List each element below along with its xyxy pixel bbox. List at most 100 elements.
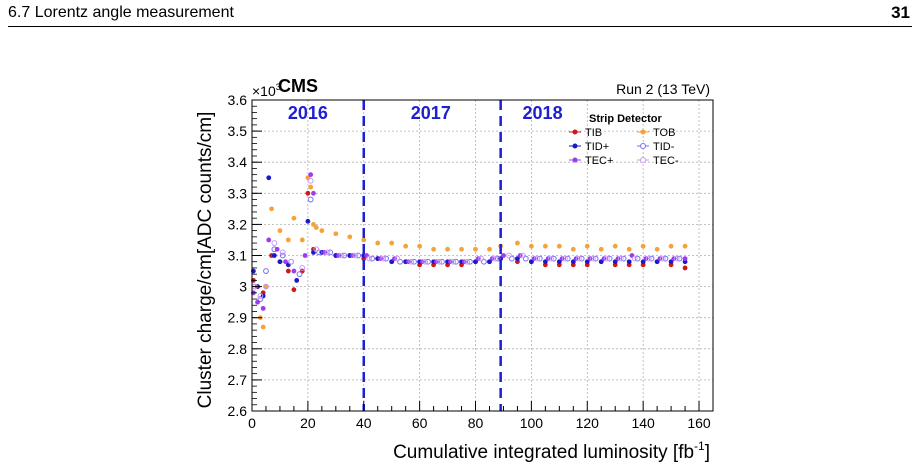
data-point bbox=[556, 259, 562, 265]
series-tid-minusplus bbox=[250, 175, 688, 299]
data-point bbox=[634, 255, 641, 262]
data-point bbox=[383, 255, 390, 262]
data-point bbox=[522, 255, 529, 262]
x-axis-label-superscript: -1 bbox=[694, 439, 705, 453]
data-point bbox=[369, 255, 376, 262]
data-point bbox=[271, 253, 277, 258]
series-tec-minus bbox=[251, 177, 680, 299]
data-point bbox=[324, 249, 331, 256]
data-point bbox=[598, 246, 604, 252]
data-point bbox=[478, 255, 485, 262]
data-point bbox=[263, 284, 269, 289]
data-point bbox=[311, 190, 316, 196]
data-point bbox=[542, 243, 548, 249]
data-point bbox=[617, 255, 624, 262]
series-tib bbox=[250, 190, 688, 296]
legend-entries: TIB TOB TID+ TID- TEC+ TEC- bbox=[569, 127, 679, 167]
data-point bbox=[311, 249, 316, 255]
data-point bbox=[668, 243, 674, 249]
data-point bbox=[645, 255, 652, 262]
x-tick-label: 0 bbox=[248, 415, 256, 431]
data-point bbox=[542, 259, 548, 265]
x-tick-label: 20 bbox=[300, 415, 316, 431]
data-point bbox=[480, 258, 487, 265]
data-point bbox=[394, 255, 401, 262]
data-point bbox=[294, 277, 300, 283]
data-point bbox=[333, 231, 339, 237]
data-point bbox=[487, 259, 492, 265]
data-point bbox=[285, 237, 291, 243]
year-label: 2016 bbox=[288, 103, 328, 123]
legend-marker bbox=[640, 129, 646, 135]
data-point bbox=[296, 271, 303, 278]
legend-entry-0: TIB bbox=[569, 127, 602, 139]
x-tick-label: 100 bbox=[520, 415, 544, 431]
data-point bbox=[266, 175, 272, 181]
data-point bbox=[534, 255, 540, 262]
data-point bbox=[564, 255, 571, 262]
data-point bbox=[467, 258, 473, 265]
y-multiplier-exponent: 3 bbox=[276, 82, 281, 92]
data-point bbox=[436, 258, 443, 265]
data-point bbox=[682, 265, 688, 271]
data-point bbox=[327, 249, 334, 256]
data-point bbox=[263, 283, 269, 290]
data-point bbox=[598, 259, 604, 265]
x-tick-label: 120 bbox=[576, 415, 600, 431]
y-axis-label: Cluster charge/cm[ADC counts/cm] bbox=[195, 112, 216, 409]
data-point bbox=[311, 222, 316, 227]
data-point bbox=[682, 243, 688, 249]
data-point bbox=[492, 255, 498, 262]
year-label: 2017 bbox=[411, 103, 451, 123]
data-point bbox=[562, 255, 568, 262]
data-point bbox=[453, 258, 459, 265]
data-point bbox=[584, 243, 590, 249]
data-point bbox=[283, 259, 288, 265]
data-point bbox=[305, 218, 311, 224]
data-point bbox=[260, 324, 266, 330]
data-point bbox=[361, 237, 367, 243]
data-point bbox=[506, 252, 512, 259]
data-point bbox=[494, 255, 501, 262]
data-point bbox=[341, 252, 348, 259]
y-tick-label: 3.1 bbox=[228, 248, 248, 264]
data-point bbox=[589, 255, 596, 262]
data-point bbox=[620, 255, 627, 262]
x-tick-label: 140 bbox=[631, 415, 655, 431]
data-point bbox=[528, 243, 534, 249]
data-point bbox=[305, 190, 311, 196]
page-header: 6.7 Lorentz angle measurement 31 bbox=[0, 0, 920, 30]
data-point bbox=[397, 258, 403, 265]
x-tick-label: 40 bbox=[356, 415, 372, 431]
legend-entry-4: TEC+ bbox=[569, 155, 613, 167]
data-point bbox=[659, 255, 666, 262]
x-axis-label-main: Cumulative integrated luminosity [fb bbox=[393, 442, 694, 463]
data-point bbox=[487, 246, 492, 252]
data-point bbox=[626, 259, 632, 265]
data-point bbox=[285, 268, 291, 274]
year-label: 2018 bbox=[523, 103, 563, 123]
data-point bbox=[515, 256, 520, 262]
data-point bbox=[352, 252, 359, 259]
axis-tick-labels: 0 20 40 60 80 100 120 140 160 2.6 2.7 2.8 2.9 3 3.1 3.2… bbox=[228, 92, 711, 431]
data-point bbox=[279, 252, 286, 259]
y-multiplier-base: ×10 bbox=[252, 83, 276, 99]
data-point bbox=[450, 258, 457, 265]
x-tick-label: 60 bbox=[412, 415, 428, 431]
data-point bbox=[425, 258, 431, 265]
legend-marker bbox=[640, 157, 646, 163]
data-point bbox=[313, 225, 319, 230]
data-point bbox=[570, 246, 576, 252]
y-tick-label: 3.5 bbox=[228, 123, 248, 139]
y-tick-label: 3.2 bbox=[228, 216, 248, 232]
y-tick-label: 2.9 bbox=[228, 310, 248, 326]
data-point bbox=[575, 255, 582, 262]
data-point bbox=[682, 256, 688, 262]
y-tick-label: 3.3 bbox=[228, 185, 248, 201]
data-point bbox=[662, 255, 669, 262]
legend-label: TEC- bbox=[653, 155, 679, 167]
data-point bbox=[375, 240, 381, 246]
data-point bbox=[629, 253, 635, 258]
data-point bbox=[277, 259, 283, 265]
y-tick-label: 3.6 bbox=[228, 92, 248, 108]
